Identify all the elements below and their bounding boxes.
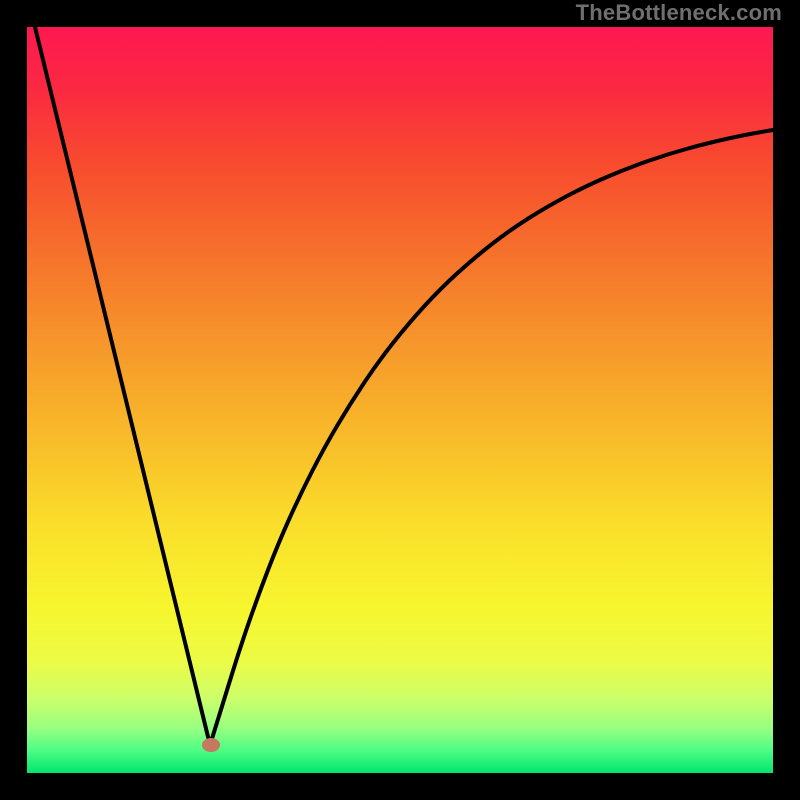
plot-gradient-area	[27, 27, 773, 773]
minimum-marker	[202, 738, 220, 752]
watermark-text: TheBottleneck.com	[576, 0, 782, 26]
chart-frame: TheBottleneck.com	[0, 0, 800, 800]
